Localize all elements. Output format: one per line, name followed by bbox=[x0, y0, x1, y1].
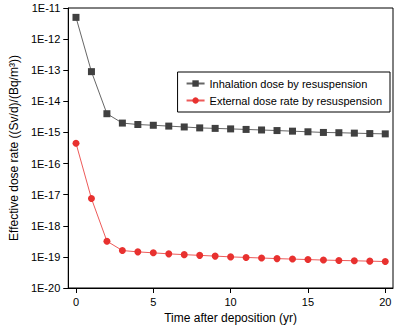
svg-text:1E-14: 1E-14 bbox=[31, 95, 60, 107]
svg-text:20: 20 bbox=[379, 296, 391, 308]
svg-text:1E-12: 1E-12 bbox=[31, 33, 60, 45]
svg-text:1E-20: 1E-20 bbox=[31, 282, 60, 294]
svg-text:15: 15 bbox=[302, 296, 314, 308]
svg-text:1E-11: 1E-11 bbox=[32, 2, 61, 14]
svg-text:Time after deposition (yr): Time after deposition (yr) bbox=[164, 311, 297, 325]
svg-text:1E-16: 1E-16 bbox=[31, 158, 60, 170]
svg-text:10: 10 bbox=[225, 296, 237, 308]
svg-text:Effective dose rate ((Sv/d)/(B: Effective dose rate ((Sv/d)/(Bq/m³)) bbox=[7, 55, 21, 241]
svg-text:1E-19: 1E-19 bbox=[31, 251, 60, 263]
svg-text:1E-18: 1E-18 bbox=[31, 220, 60, 232]
svg-text:1E-17: 1E-17 bbox=[31, 189, 60, 201]
svg-text:Inhalation dose by resuspensio: Inhalation dose by resuspension bbox=[210, 78, 368, 90]
svg-text:5: 5 bbox=[150, 296, 156, 308]
svg-text:External dose rate by resuspen: External dose rate by resuspension bbox=[210, 95, 382, 107]
svg-text:0: 0 bbox=[73, 296, 79, 308]
svg-text:1E-15: 1E-15 bbox=[31, 126, 60, 138]
svg-text:1E-13: 1E-13 bbox=[31, 64, 60, 76]
